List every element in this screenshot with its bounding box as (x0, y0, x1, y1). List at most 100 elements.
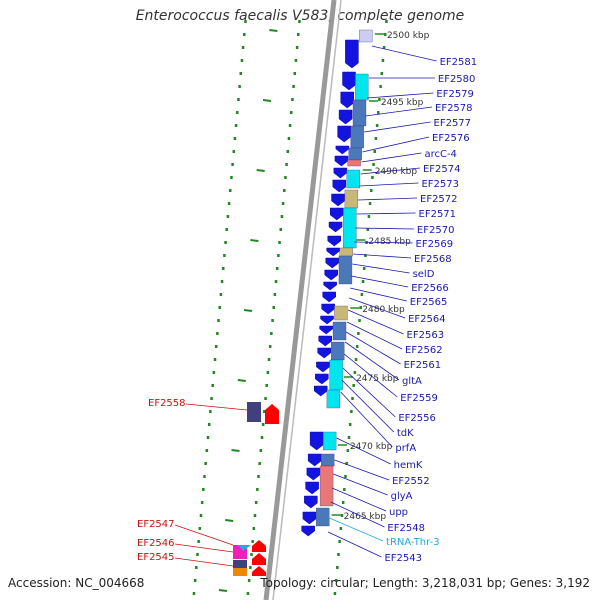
annotation-bar (322, 431, 337, 451)
ruler-dash (225, 519, 234, 522)
ruler-dot (236, 111, 239, 114)
gene-arrow (305, 481, 319, 495)
gene-arrow (332, 179, 347, 193)
reverse-gene-arrow (252, 540, 266, 552)
reverse-gene-arrow (265, 404, 279, 424)
annotation-bar (344, 189, 359, 209)
ruler-dot (257, 475, 260, 478)
gene-arrow (315, 373, 329, 385)
gene-arrow (323, 281, 337, 291)
label-leader (345, 331, 401, 365)
gene-arrow (335, 145, 350, 155)
ruler-dot (254, 501, 258, 504)
annotation-bar (329, 359, 343, 391)
gene-arrow (319, 325, 333, 335)
ruler-dot (246, 592, 250, 595)
ruler-dot (281, 202, 285, 205)
gene-arrow (317, 347, 331, 359)
ruler-dot (374, 137, 378, 140)
ruler-dot (357, 332, 360, 335)
ruler-dot (198, 527, 202, 530)
forward-gene-label: selD (413, 269, 435, 280)
ruler-dot (199, 514, 203, 517)
ruler-ticks (192, 20, 388, 595)
reverse-gene-label: EF2545 (137, 552, 175, 563)
ruler-dot (243, 33, 246, 36)
forward-gene-label: EF2572 (420, 194, 458, 205)
gene-arrow (338, 109, 353, 125)
label-leader (353, 253, 412, 259)
ruler-dot (238, 85, 241, 88)
forward-gene-label: EF2543 (384, 553, 422, 564)
ruler-dot (355, 345, 359, 348)
ruler-dot (336, 566, 339, 569)
label-leader (343, 353, 398, 398)
ruler-dot (353, 371, 357, 374)
ruler-dash (243, 309, 253, 312)
annotation-bar (332, 321, 347, 341)
reverse-gene-block (247, 402, 261, 422)
ruler-dot (334, 579, 338, 582)
label-leader (362, 136, 430, 153)
forward-gene-label: EF2569 (416, 239, 454, 250)
forward-gene-label: EF2576 (432, 133, 470, 144)
ruler-dot (293, 72, 297, 75)
label-leader (349, 287, 407, 302)
forward-gene-label: EF2577 (434, 118, 472, 129)
gene-arrow (318, 335, 333, 347)
forward-gene-label: upp (389, 507, 408, 518)
ruler-dot (378, 98, 381, 101)
ruler-dot (221, 267, 225, 270)
label-leader (330, 501, 385, 528)
ruler-dot (259, 449, 263, 452)
annotation-bar (346, 169, 360, 189)
ruler-dot (343, 488, 346, 491)
forward-gene-label: prfA (395, 443, 416, 454)
ruler-dot (372, 163, 375, 166)
ruler-dot (275, 267, 279, 270)
ruler-dot (274, 280, 278, 283)
ruler-dot (273, 293, 277, 296)
gene-arrow (326, 247, 340, 257)
annotation-bar (359, 29, 373, 43)
annotation-bar (352, 99, 367, 127)
ruler-dot (247, 579, 251, 582)
ruler-dot (364, 254, 367, 257)
ruler-dot (202, 488, 205, 491)
ruler-dot (350, 410, 353, 413)
forward-gene-label: EF2581 (440, 57, 478, 68)
label-leader (347, 309, 404, 335)
ruler-dot (216, 332, 219, 335)
genome-summary: Topology: circular; Length: 3,218,031 bp… (260, 576, 590, 590)
ruler-dot (361, 280, 365, 283)
label-leader (371, 45, 437, 62)
ruler-dot (206, 436, 210, 439)
ruler-dot (212, 371, 216, 374)
ruler-dot (380, 72, 384, 75)
forward-gene-label: EF2568 (414, 254, 452, 265)
ruler-dot (192, 592, 196, 595)
ruler-dot (346, 449, 350, 452)
reverse-gene-arrow (252, 566, 266, 576)
forward-gene-label: hemK (394, 460, 423, 471)
ruler-dot (290, 111, 293, 114)
ruler-dot (379, 85, 382, 88)
kbp-marker: 2470 kbp (350, 442, 393, 452)
ruler-dot (200, 501, 204, 504)
label-leader (367, 92, 434, 99)
label-leader (349, 297, 406, 319)
ruler-dot (347, 436, 351, 439)
gene-arrow (331, 193, 345, 207)
ruler-dot (381, 59, 385, 62)
ruler-dot (278, 241, 281, 244)
ruler-dot (228, 189, 232, 192)
ruler-dot (266, 371, 270, 374)
gene-arrow (316, 361, 330, 373)
annotation-bar (319, 465, 334, 507)
label-leader (355, 227, 414, 230)
gene-arrow (324, 269, 338, 281)
ruler-dot (230, 176, 233, 179)
forward-gene-label: glyA (391, 491, 413, 502)
annotation-bar (316, 507, 330, 527)
reverse-gene-label: EF2546 (137, 538, 175, 549)
